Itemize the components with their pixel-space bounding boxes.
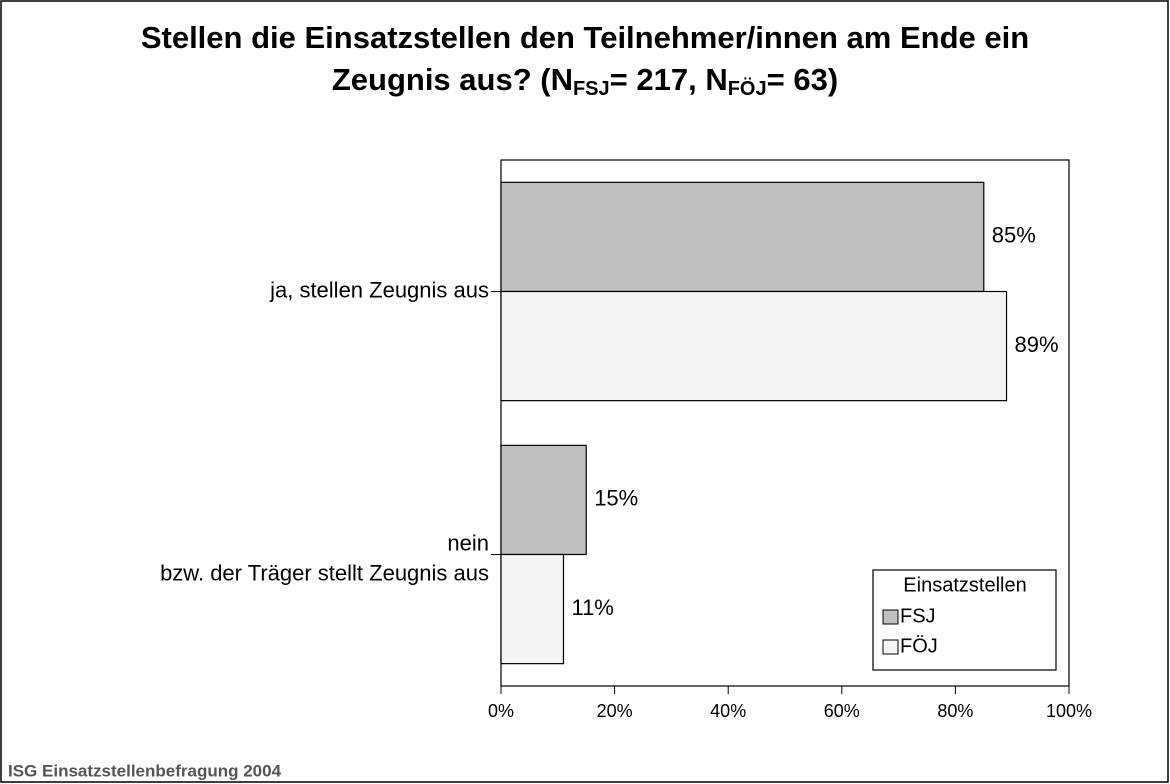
bar [500, 553, 565, 665]
x-tick-label: 100% [1046, 701, 1092, 721]
y-tick-label: ja, stellen Zeugnis aus [269, 277, 489, 302]
title-part: = 217, N [610, 62, 728, 97]
value-label: 85% [992, 223, 1036, 248]
title-part: Zeugnis aus? (N [332, 62, 573, 97]
source: ISG Einsatzstellenbefragung 2004 [8, 761, 282, 780]
legend-box [872, 569, 1057, 671]
legend-swatch [882, 639, 899, 655]
bar [500, 181, 985, 293]
x-tick-label: 20% [597, 701, 633, 721]
x-tick-label: 80% [937, 701, 973, 721]
title-part: Stellen die Einsatzstellen den Teilnehme… [141, 20, 1029, 55]
title-subscript: FÖJ [728, 77, 767, 100]
title-part: = 63) [767, 62, 839, 97]
legend-label: FÖJ [900, 635, 938, 657]
x-tick-label: 60% [824, 701, 860, 721]
x-tick-label: 0% [488, 701, 514, 721]
value-label: 89% [1015, 332, 1059, 357]
y-tick-label: nein [447, 530, 489, 555]
value-label: 11% [571, 595, 613, 620]
chart-title: Zeugnis aus? (NFSJ= 217, NFÖJ= 63) [332, 62, 838, 100]
chart-title: Stellen die Einsatzstellen den Teilnehme… [141, 20, 1029, 55]
value-label: 15% [594, 486, 638, 511]
bar [500, 290, 1008, 402]
x-tick-label: 40% [710, 701, 746, 721]
title-subscript: FSJ [573, 78, 610, 100]
legend-title: Einsatzstellen [903, 574, 1026, 596]
legend-swatch [882, 609, 899, 625]
legend-label: FSJ [900, 605, 936, 627]
bar [500, 444, 587, 556]
y-tick-label: bzw. der Träger stellt Zeugnis aus [160, 560, 489, 585]
